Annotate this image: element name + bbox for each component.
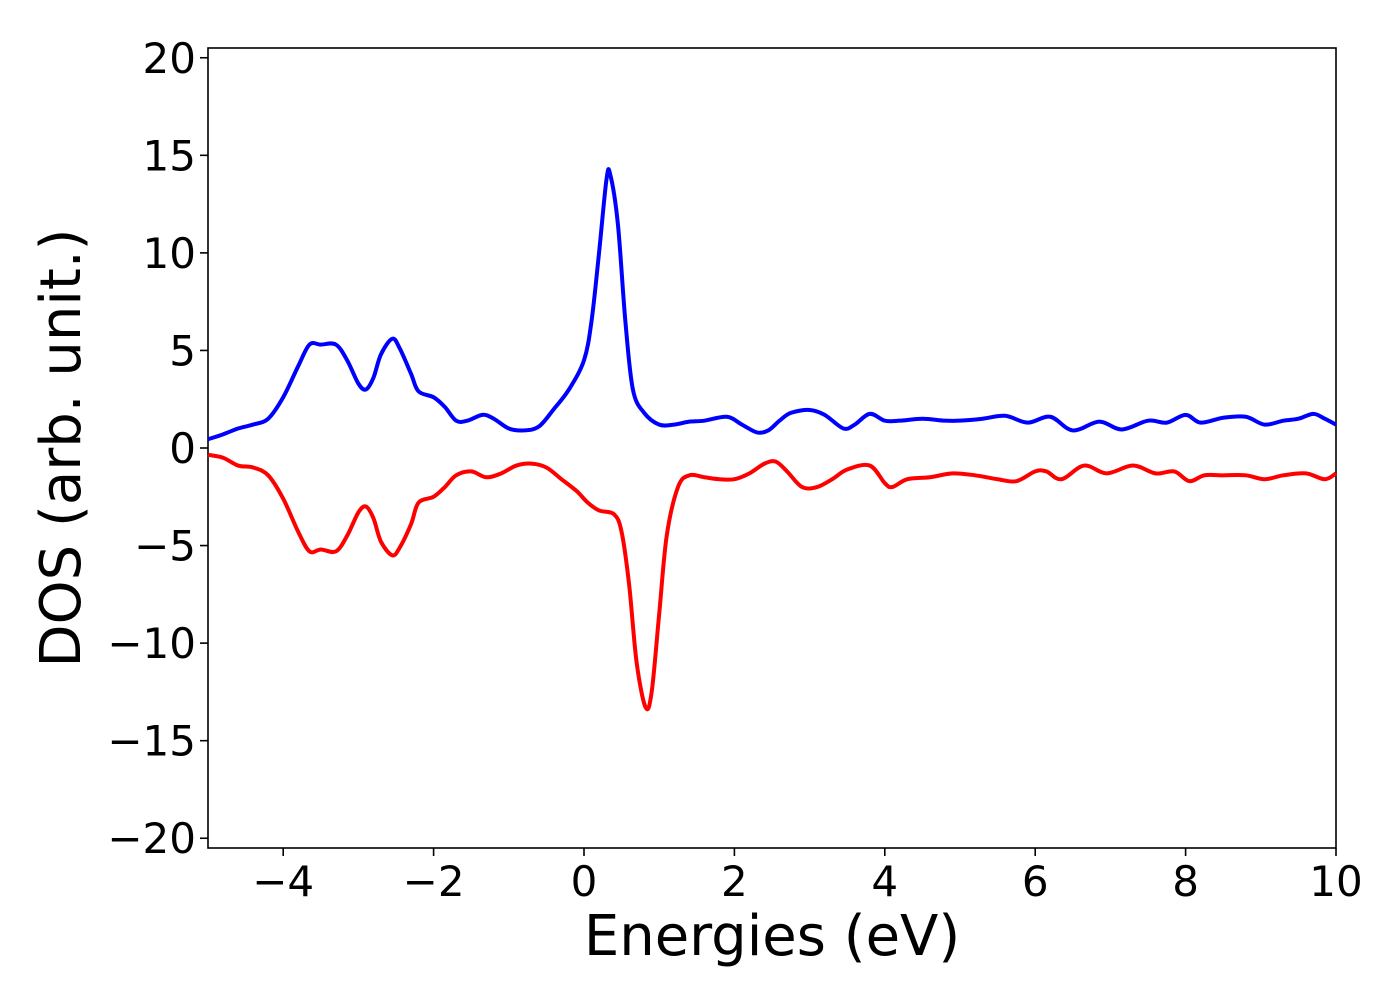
x-tick-label: 10 [1309,857,1362,906]
x-tick-label: 8 [1172,857,1199,906]
series-layer [207,167,1338,712]
y-tick-label: −15 [107,717,196,766]
y-axis-label: DOS (arb. unit.) [29,228,94,667]
y-tick-label: 5 [169,326,196,375]
x-tick-label: 2 [721,857,748,906]
x-axis-ticks: −4 −2 0 2 4 6 8 10 [252,848,1363,906]
y-tick-label: −5 [134,522,196,571]
y-tick-label: 0 [169,424,196,473]
y-tick-label: −20 [107,814,196,863]
x-tick-label: 4 [871,857,898,906]
y-tick-label: 20 [143,34,196,83]
y-tick-label: 10 [143,229,196,278]
x-tick-label: 0 [571,857,598,906]
dos-spin-down-line [207,452,1338,712]
x-tick-label: −4 [252,857,314,906]
x-tick-label: 6 [1022,857,1049,906]
y-axis-ticks: 20 15 10 5 0 −5 −10 −15 −20 [107,34,208,863]
x-axis-label: Energies (eV) [584,904,960,969]
x-tick-label: −2 [403,857,465,906]
y-tick-label: 15 [143,131,196,180]
y-tick-label: −10 [107,619,196,668]
dos-spin-up-line [207,167,1337,442]
